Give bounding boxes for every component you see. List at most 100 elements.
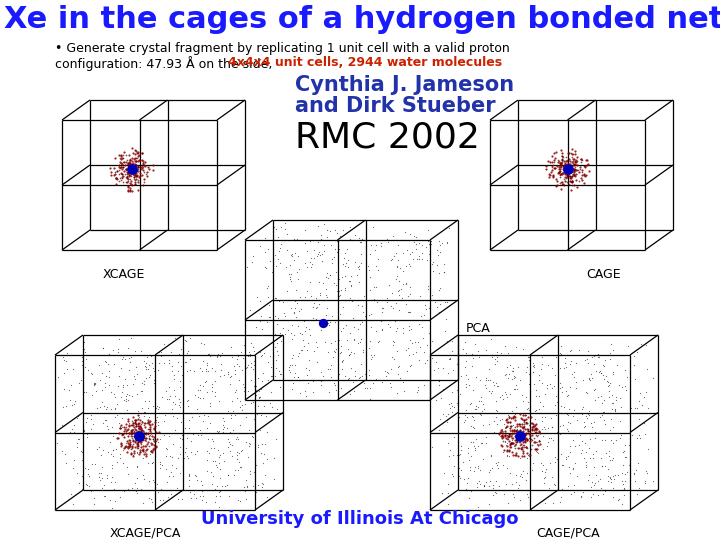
Point	[204, 351, 216, 360]
Point	[75, 447, 86, 455]
Point	[491, 382, 503, 390]
Point	[598, 361, 609, 369]
Point	[607, 484, 618, 492]
Point	[121, 406, 132, 414]
Point	[415, 312, 426, 321]
Point	[212, 463, 223, 471]
Point	[232, 360, 243, 369]
Point	[191, 476, 202, 484]
Point	[165, 348, 176, 356]
Point	[96, 469, 107, 478]
Point	[121, 170, 132, 178]
Point	[482, 375, 494, 384]
Point	[147, 458, 158, 467]
Point	[251, 293, 263, 301]
Point	[122, 470, 134, 478]
Point	[534, 375, 545, 384]
Point	[563, 148, 575, 157]
Point	[217, 414, 229, 423]
Point	[579, 162, 590, 171]
Point	[552, 427, 563, 436]
Point	[125, 441, 136, 449]
Point	[279, 312, 291, 320]
Point	[194, 491, 206, 500]
Point	[343, 350, 354, 359]
Point	[132, 440, 143, 448]
Point	[565, 173, 577, 181]
Point	[510, 429, 522, 438]
Point	[453, 463, 464, 472]
Point	[113, 165, 125, 174]
Point	[581, 414, 593, 422]
Point	[239, 399, 251, 408]
Point	[511, 434, 523, 443]
Point	[371, 261, 382, 270]
Point	[505, 375, 517, 383]
Point	[521, 443, 533, 452]
Point	[127, 418, 139, 427]
Point	[99, 416, 111, 424]
Point	[605, 455, 616, 464]
Point	[130, 161, 142, 170]
Point	[475, 397, 487, 406]
Point	[469, 485, 481, 494]
Point	[71, 414, 83, 423]
Point	[348, 336, 359, 345]
Point	[201, 361, 212, 369]
Point	[491, 420, 503, 428]
Point	[301, 246, 312, 255]
Point	[181, 337, 192, 346]
Point	[113, 170, 125, 179]
Point	[152, 488, 163, 496]
Point	[513, 434, 524, 442]
Text: Xe in the cages of a hydrogen bonded network: Xe in the cages of a hydrogen bonded net…	[4, 5, 720, 34]
Point	[129, 170, 140, 178]
Point	[335, 348, 346, 356]
Point	[441, 238, 453, 247]
Point	[304, 237, 315, 245]
Point	[301, 286, 312, 295]
Point	[516, 469, 527, 478]
Point	[185, 494, 197, 502]
Point	[456, 344, 468, 353]
Point	[132, 423, 144, 432]
Point	[555, 342, 567, 350]
Point	[231, 354, 243, 363]
Point	[107, 431, 119, 440]
Point	[534, 436, 545, 445]
Point	[569, 488, 580, 497]
Point	[504, 469, 516, 477]
Point	[631, 466, 642, 475]
Point	[304, 355, 315, 364]
Point	[480, 376, 492, 384]
Point	[335, 309, 346, 318]
Point	[477, 455, 489, 463]
Point	[508, 490, 519, 499]
Point	[494, 428, 505, 437]
Point	[129, 173, 140, 181]
Point	[134, 416, 145, 424]
Point	[182, 454, 194, 462]
Point	[364, 336, 376, 345]
Point	[130, 426, 142, 435]
Point	[632, 459, 644, 468]
Point	[450, 408, 462, 417]
Point	[126, 165, 138, 174]
Point	[307, 388, 318, 396]
Point	[324, 365, 336, 374]
Point	[401, 367, 413, 375]
Point	[346, 282, 357, 291]
Point	[296, 346, 307, 354]
Point	[251, 382, 262, 391]
Point	[292, 372, 304, 381]
Point	[521, 443, 532, 451]
Point	[148, 367, 159, 376]
Point	[554, 348, 566, 357]
Point	[213, 502, 225, 511]
Point	[499, 388, 510, 396]
Point	[226, 353, 238, 362]
Point	[505, 417, 516, 426]
Point	[187, 408, 199, 417]
Point	[465, 399, 477, 408]
Point	[405, 308, 416, 317]
